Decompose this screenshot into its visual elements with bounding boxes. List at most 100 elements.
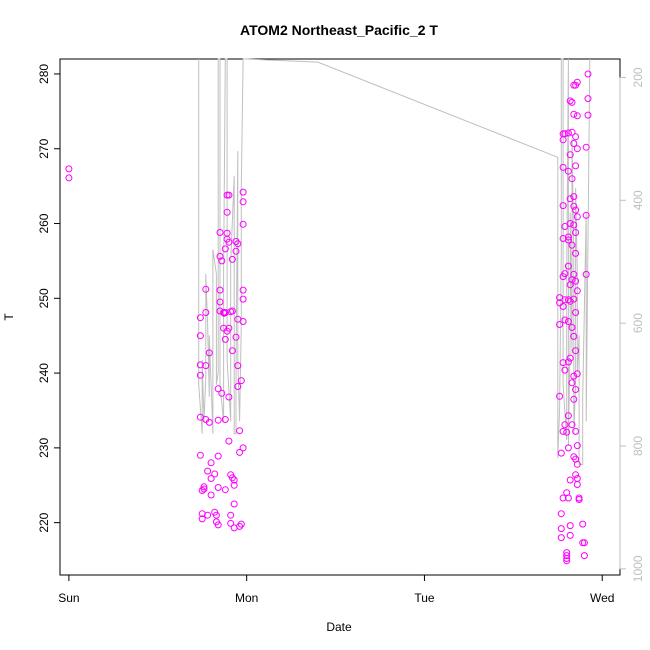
data-point (220, 309, 228, 317)
data-point (570, 453, 578, 461)
data-point (580, 539, 588, 547)
data-point (204, 467, 212, 475)
data-point (563, 428, 571, 436)
data-point (234, 240, 242, 248)
x-axis: Sun Mon Tue Wed (58, 574, 614, 605)
data-point (232, 247, 240, 255)
data-point (225, 393, 233, 401)
data-point (225, 324, 233, 332)
plot-frame (59, 58, 621, 576)
data-point (204, 511, 212, 519)
data-point (214, 385, 222, 393)
data-point (566, 476, 574, 484)
data-point (573, 145, 581, 153)
data-point (573, 112, 581, 120)
data-point (230, 481, 238, 489)
data-point (239, 318, 247, 325)
data-point (218, 257, 226, 265)
data-point (564, 444, 572, 452)
data-point (225, 437, 233, 445)
data-point (566, 220, 574, 227)
data-point (239, 286, 247, 294)
y-tick-label: 270 (37, 138, 51, 158)
data-point (196, 361, 204, 369)
data-point (227, 519, 235, 527)
data-point (573, 442, 581, 450)
data-point (239, 198, 247, 206)
data-point (568, 421, 576, 429)
chart-title: ATOM2 Northeast_Pacific_2 T (240, 22, 438, 38)
data-point (559, 359, 567, 367)
x-tick-label: Mon (235, 591, 258, 605)
data-point (200, 485, 208, 493)
data-point (572, 133, 580, 141)
data-point (207, 459, 215, 467)
data-point (559, 202, 567, 210)
data-point (225, 191, 233, 199)
data-point (207, 491, 215, 499)
data-point (570, 140, 578, 147)
data-point (573, 370, 581, 378)
y2-tick-label: 600 (631, 313, 645, 333)
data-point (557, 525, 565, 533)
data-point (564, 318, 572, 325)
data-point (196, 451, 204, 459)
data-point (572, 277, 580, 285)
data-point (561, 130, 569, 138)
data-point (568, 324, 576, 331)
data-point (566, 195, 574, 203)
data-point (580, 552, 588, 560)
data-point (211, 470, 219, 478)
data-point (564, 233, 572, 241)
data-point (221, 335, 229, 343)
data-point (228, 347, 236, 355)
data-point (561, 223, 569, 230)
data-point (218, 389, 226, 397)
data-point (568, 379, 576, 387)
data-point (212, 511, 220, 519)
data-point (582, 211, 590, 219)
data-point (196, 371, 204, 379)
data-point (221, 245, 229, 253)
data-point (557, 449, 565, 457)
data-point (202, 285, 210, 293)
data-point (564, 129, 572, 137)
data-point (228, 307, 236, 315)
data-point (230, 500, 238, 508)
data-point (572, 309, 580, 316)
data-point (568, 128, 576, 136)
data-point (572, 347, 580, 355)
data-point (572, 206, 580, 214)
data-point (237, 520, 245, 528)
data-point (202, 309, 210, 316)
data-point (584, 70, 592, 78)
data-point (214, 484, 222, 491)
data-point (216, 229, 224, 236)
y-axis-label: T (2, 313, 16, 321)
data-point (221, 416, 229, 423)
data-point (228, 255, 236, 263)
data-point (230, 476, 238, 484)
data-point (198, 515, 206, 523)
data-point (239, 295, 247, 303)
data-point (216, 286, 224, 294)
data-point (566, 522, 574, 530)
data-point (582, 270, 590, 278)
data-point (239, 220, 247, 228)
data-point (239, 444, 247, 452)
data-point (573, 213, 581, 221)
data-point (570, 202, 578, 210)
data-point (232, 333, 240, 341)
data-point (573, 475, 581, 482)
data-point (573, 460, 581, 468)
depth-line (198, 58, 591, 465)
data-point (559, 163, 567, 171)
y2-axis: 200 400 600 800 1000 (619, 67, 645, 582)
data-point (200, 483, 208, 491)
data-point (570, 110, 578, 118)
data-point (572, 229, 580, 236)
x-axis-label: Date (326, 620, 352, 634)
data-point (568, 175, 576, 183)
y2-tick-label: 200 (631, 67, 645, 87)
data-point (563, 552, 571, 560)
